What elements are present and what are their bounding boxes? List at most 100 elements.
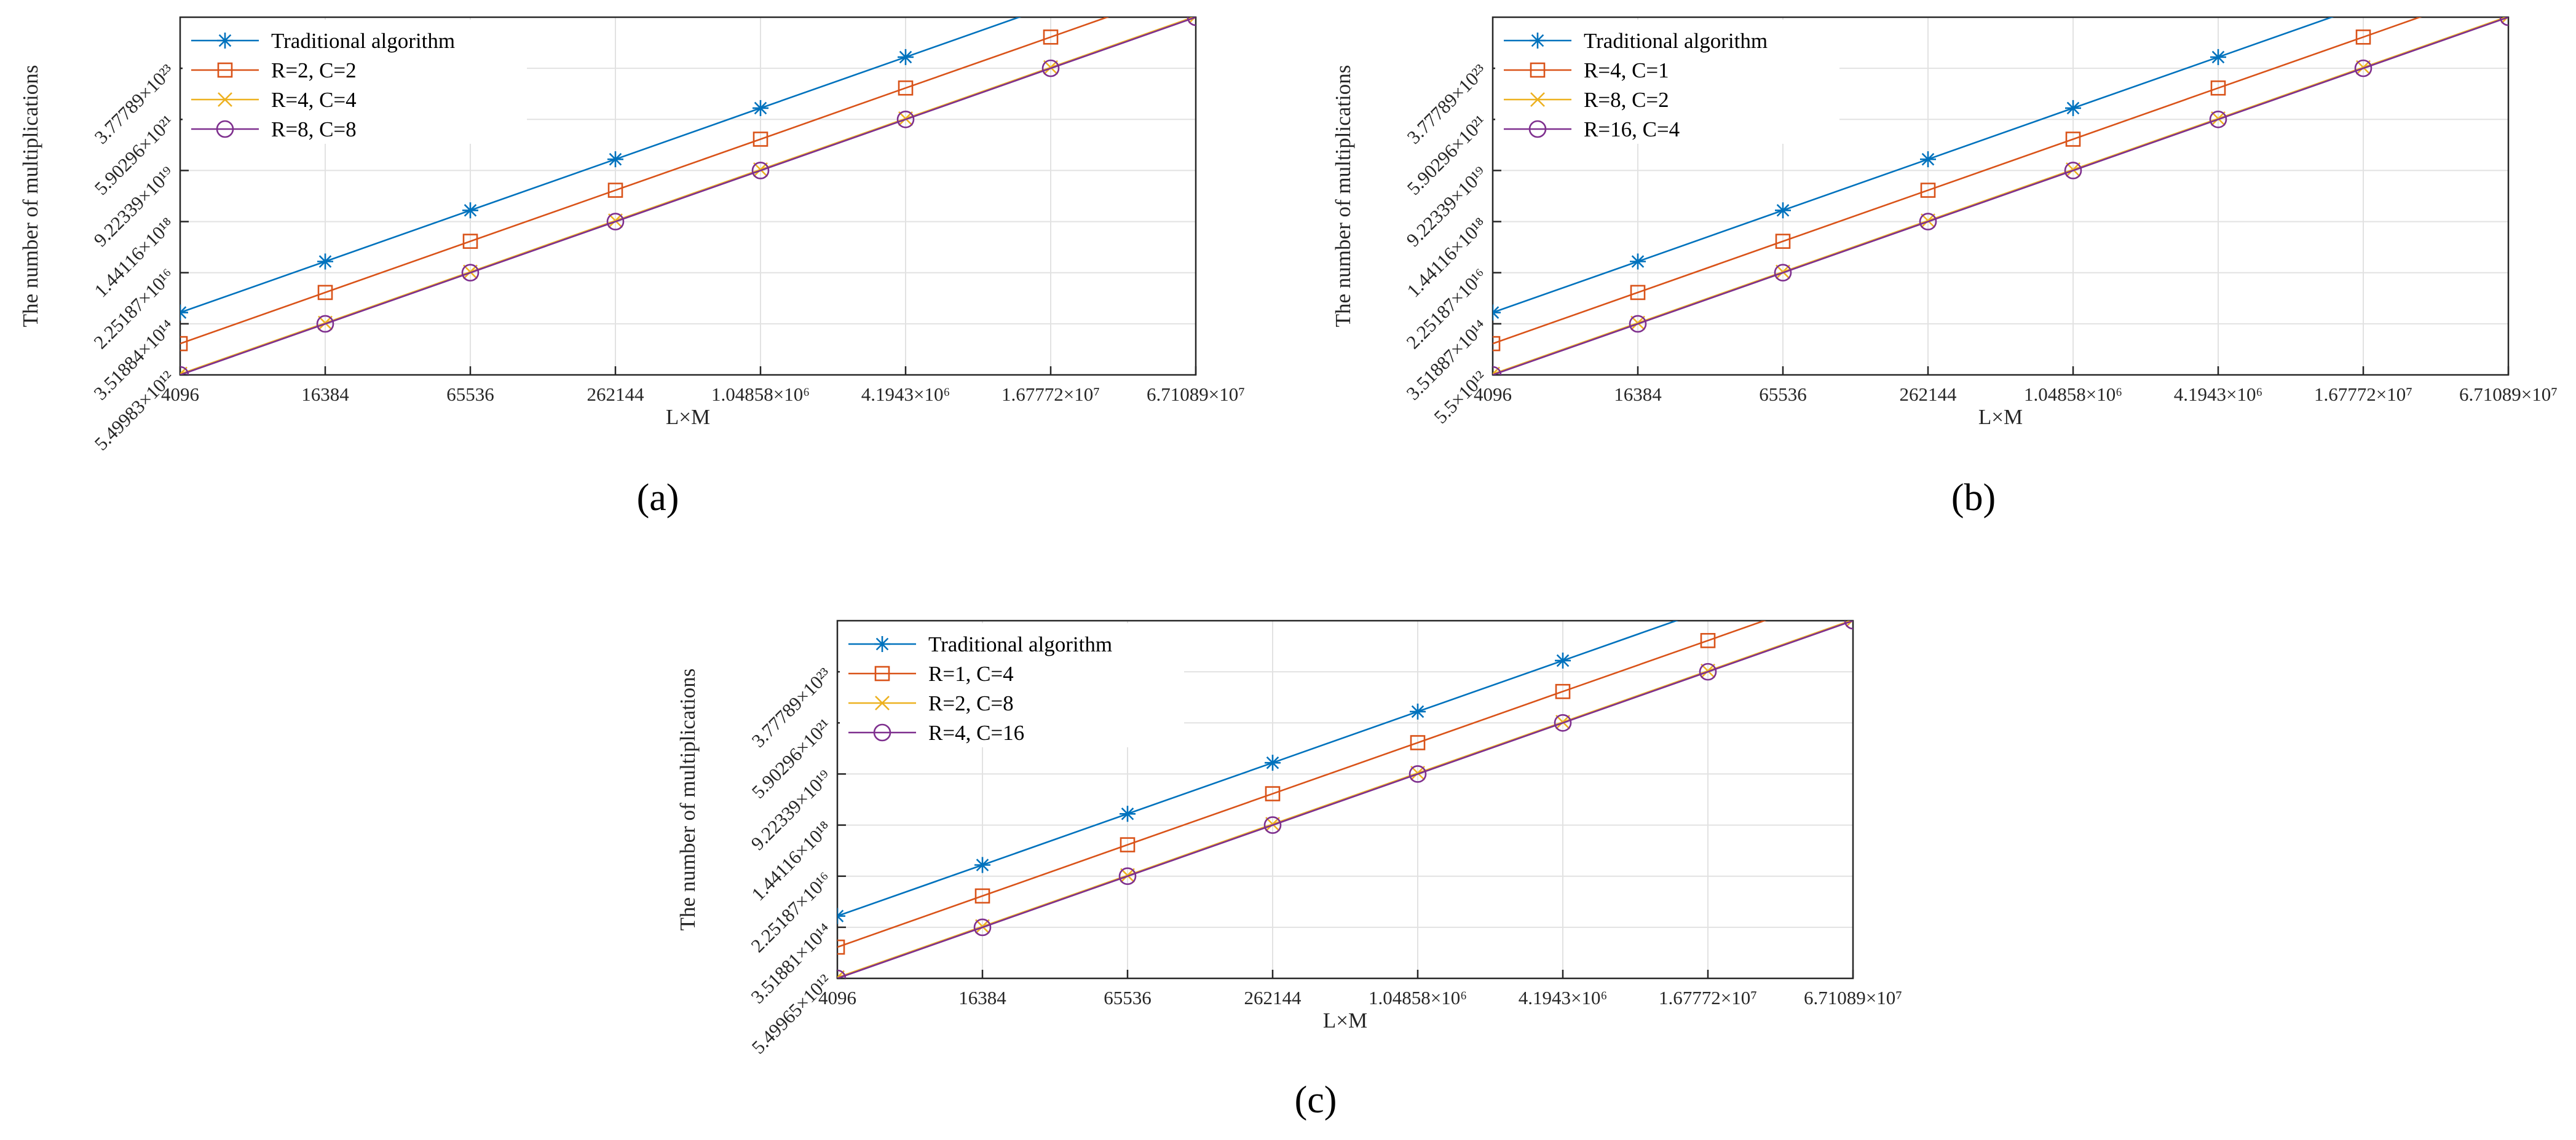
data-point-square: [1410, 735, 1426, 750]
data-point-circle: [896, 110, 915, 128]
data-point-circle: [1629, 315, 1647, 333]
x-axis-label: L×M: [1323, 1008, 1367, 1032]
legend-entry-label: R=2, C=2: [271, 58, 357, 82]
data-point-square: [1265, 786, 1281, 801]
data-point-circle: [1041, 59, 1060, 77]
data-point-x: [1265, 817, 1280, 832]
data-point-x: [1188, 17, 1196, 24]
data-point-square: [974, 888, 990, 904]
data-point-asterisk: [753, 100, 768, 116]
x-tick-label: 4096: [818, 987, 856, 1008]
data-point-circle: [316, 315, 334, 333]
legend-entry-label: R=4, C=16: [928, 721, 1024, 745]
data-point-square: [1846, 583, 1860, 596]
data-point-circle: [461, 264, 480, 282]
chart-panel-a: 4096 16384 65536 262144 1.04858×10⁶ 4.1943×10…: [18, 0, 1245, 519]
data-point-asterisk: [1493, 304, 1501, 321]
legend-entry-label: Traditional algorithm: [928, 632, 1112, 656]
data-point-circle: [1118, 867, 1137, 886]
data-point-square: [2355, 29, 2371, 45]
x-axis-label: L×M: [666, 405, 710, 429]
data-point-asterisk: [1775, 202, 1791, 219]
legend-marker-square: [217, 62, 233, 78]
data-point-asterisk: [607, 151, 623, 168]
series-line-4: [180, 17, 1196, 375]
data-point-square: [607, 183, 623, 198]
data-point-square: [2065, 132, 2081, 147]
x-tick-label: 1.04858×10⁶: [1369, 987, 1467, 1008]
data-point-asterisk: [1630, 253, 1646, 270]
x-tick-label: 1.04858×10⁶: [711, 383, 810, 405]
data-point-square: [180, 336, 188, 352]
data-point-asterisk: [462, 202, 478, 219]
data-point-circle: [1263, 816, 1282, 834]
axes-box: [836, 619, 1854, 980]
x-tick-label: 6.71089×10⁷: [1804, 987, 1902, 1008]
x-tick-label: 65536: [446, 383, 494, 405]
chart-panel-b: 4096 16384 65536 262144 1.04858×10⁶ 4.1943×10…: [1331, 0, 2558, 519]
data-point-x: [837, 970, 845, 978]
legend-entry-label: Traditional algorithm: [1584, 29, 1768, 53]
data-point-x: [2501, 17, 2508, 24]
data-point-x: [1630, 315, 1645, 331]
data-point-circle: [973, 918, 992, 937]
data-point-asterisk: [1120, 806, 1136, 822]
panel-label: (c): [1295, 1079, 1337, 1121]
series-line-2: [1493, 17, 2422, 345]
data-point-asterisk: [898, 49, 914, 65]
legend-marker-circle: [873, 723, 891, 742]
data-point-x: [2356, 60, 2371, 75]
legend-marker-circle: [216, 120, 234, 138]
data-point-circle: [2354, 59, 2373, 77]
axes-box: [1491, 16, 2510, 376]
x-tick-label: 4096: [1474, 383, 1512, 405]
data-point-asterisk: [837, 908, 845, 924]
x-tick-label: 16384: [301, 383, 349, 405]
legend-marker-x: [218, 92, 232, 107]
plot-area: [1493, 0, 2508, 375]
data-point-x: [608, 213, 623, 229]
data-point-x: [1493, 366, 1500, 375]
legend-entry-label: R=1, C=4: [928, 662, 1014, 686]
data-point-circle: [606, 213, 625, 230]
data-point-square: [2210, 80, 2226, 96]
plot-area: [837, 551, 1861, 978]
legend-entry-label: R=8, C=8: [271, 117, 357, 141]
x-tick-label: 65536: [1104, 987, 1152, 1008]
data-point-square: [1555, 683, 1571, 699]
y-axis-label: The number of multiplications: [1331, 65, 1355, 328]
data-point-asterisk: [1555, 652, 1571, 669]
data-point-x: [1701, 663, 1715, 678]
x-tick-label: 262144: [1244, 987, 1302, 1008]
x-tick-label: 16384: [1614, 383, 1662, 405]
data-point-asterisk: [2065, 100, 2081, 116]
chart-panel-c: 4096 16384 65536 262144 1.04858×10⁶ 4.1943×10…: [676, 551, 1902, 1121]
x-tick-label: 6.71089×10⁷: [2459, 383, 2558, 405]
axes-box: [179, 16, 1197, 376]
legend-entry-label: R=4, C=1: [1584, 58, 1669, 82]
data-point-circle: [1919, 213, 1937, 230]
data-point-x: [1043, 60, 1058, 75]
x-tick-label: 6.71089×10⁷: [1147, 383, 1245, 405]
data-point-circle: [1774, 264, 1792, 282]
data-point-x: [1846, 621, 1853, 627]
data-point-asterisk: [2355, 0, 2371, 14]
data-point-square: [1043, 29, 1059, 45]
x-tick-label: 262144: [587, 383, 645, 405]
data-point-x: [180, 366, 188, 375]
x-tick-label: 16384: [958, 987, 1006, 1008]
series-line-2: [180, 17, 1110, 345]
legend-entry-label: R=16, C=4: [1584, 117, 1680, 141]
data-point-square: [1120, 837, 1136, 852]
data-point-circle: [2209, 110, 2227, 128]
x-tick-label: 1.67772×10⁷: [2314, 383, 2412, 405]
series-line-4: [837, 621, 1853, 978]
x-axis-label: L×M: [1978, 405, 2023, 429]
x-tick-label: 4.1943×10⁶: [861, 383, 950, 405]
data-point-asterisk: [1043, 0, 1059, 14]
panel-label: (a): [637, 477, 679, 519]
data-point-asterisk: [1700, 602, 1716, 618]
data-point-asterisk: [1845, 551, 1861, 567]
x-tick-label: 4.1943×10⁶: [1519, 987, 1608, 1008]
y-axis-label: The number of multiplications: [18, 65, 42, 328]
